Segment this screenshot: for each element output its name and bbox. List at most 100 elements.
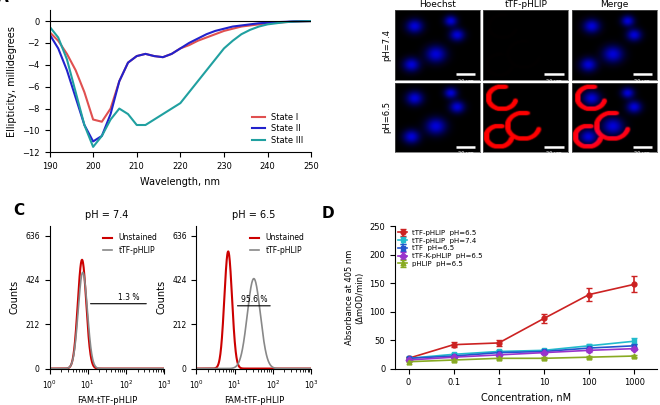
Unstained <box>213 365 220 370</box>
State III <box>124 112 132 117</box>
State I <box>211 32 219 36</box>
State I <box>115 79 123 84</box>
State III <box>220 46 228 51</box>
Y-axis label: Absorbance at 405 nm
(ΔmOD/min): Absorbance at 405 nm (ΔmOD/min) <box>345 250 364 345</box>
tTF-pHLIP <box>279 366 287 371</box>
State II <box>273 20 280 25</box>
State II <box>281 19 289 24</box>
X-axis label: FAM-tTF-pHLIP: FAM-tTF-pHLIP <box>77 396 137 405</box>
State II <box>168 51 176 56</box>
State III <box>176 101 184 106</box>
Unstained <box>75 282 83 287</box>
Unstained <box>122 366 130 371</box>
Line: State II: State II <box>50 21 312 141</box>
State I <box>229 26 237 31</box>
State I <box>46 30 53 34</box>
State III <box>273 21 280 26</box>
Unstained <box>46 366 53 371</box>
State III <box>168 106 176 111</box>
tTF-pHLIP <box>249 276 257 281</box>
Text: 95.6 %: 95.6 % <box>242 294 268 304</box>
State III <box>308 19 315 23</box>
tTF-pHLIP <box>46 366 53 371</box>
Unstained <box>132 366 140 371</box>
State II <box>176 46 184 51</box>
State II <box>89 139 97 144</box>
Line: tTF-pHLIP: tTF-pHLIP <box>197 279 312 369</box>
Line: tTF-pHLIP: tTF-pHLIP <box>50 272 164 369</box>
State III <box>89 145 97 149</box>
Unstained <box>308 366 315 371</box>
State I <box>107 106 115 111</box>
State II <box>124 60 132 65</box>
Text: 20 μm: 20 μm <box>458 151 473 156</box>
State III <box>238 32 246 36</box>
State I <box>263 21 271 26</box>
Y-axis label: Counts: Counts <box>10 280 20 315</box>
Legend: Unstained, tTF-pHLIP: Unstained, tTF-pHLIP <box>100 230 160 258</box>
Unstained <box>114 366 121 371</box>
Unstained <box>66 364 74 369</box>
tTF-pHLIP <box>132 366 140 371</box>
tTF-pHLIP <box>308 366 315 371</box>
State II <box>203 32 211 36</box>
Line: Unstained: Unstained <box>50 260 164 369</box>
X-axis label: FAM-tTF-pHLIP: FAM-tTF-pHLIP <box>224 396 284 405</box>
State II <box>298 19 306 23</box>
State II <box>290 19 298 24</box>
State II <box>98 134 106 139</box>
State III <box>290 19 298 24</box>
State I <box>220 28 228 33</box>
tTF-pHLIP <box>122 366 130 371</box>
State II <box>159 55 167 60</box>
State III <box>150 117 158 122</box>
State III <box>54 35 62 40</box>
tTF-pHLIP <box>244 303 252 308</box>
tTF-pHLIP <box>66 364 74 369</box>
Text: 20 μm: 20 μm <box>546 151 562 156</box>
State III <box>98 134 106 139</box>
State I <box>124 60 132 65</box>
State III <box>281 20 289 25</box>
State I <box>98 119 106 124</box>
Legend: Unstained, tTF-pHLIP: Unstained, tTF-pHLIP <box>247 230 308 258</box>
Title: Hoechst: Hoechst <box>419 0 456 9</box>
State I <box>72 68 80 73</box>
State I <box>133 53 141 58</box>
State III <box>194 79 202 84</box>
tTF-pHLIP <box>222 366 230 371</box>
State II <box>246 22 254 27</box>
State III <box>107 117 115 122</box>
State III <box>141 123 149 128</box>
Y-axis label: Ellipticity, millidegrees: Ellipticity, millidegrees <box>7 26 16 136</box>
State III <box>185 90 193 95</box>
State I <box>176 46 184 51</box>
Y-axis label: Counts: Counts <box>156 280 166 315</box>
Line: State III: State III <box>50 21 312 147</box>
Text: C: C <box>13 203 24 218</box>
Text: A: A <box>0 0 9 4</box>
tTF-pHLIP <box>193 366 201 371</box>
Y-axis label: pH=6.5: pH=6.5 <box>381 102 391 134</box>
tTF-pHLIP <box>213 366 220 371</box>
State III <box>229 38 237 43</box>
State II <box>263 20 271 25</box>
Unstained <box>245 366 253 371</box>
Text: 20 μm: 20 μm <box>634 151 650 156</box>
State II <box>185 40 193 45</box>
Unstained <box>260 366 268 371</box>
Text: 1.3 %: 1.3 % <box>117 292 139 302</box>
Unstained <box>160 366 168 371</box>
State II <box>115 79 123 84</box>
State III <box>298 19 306 24</box>
State I <box>298 19 306 24</box>
State II <box>238 23 246 28</box>
State II <box>229 24 237 29</box>
Line: Unstained: Unstained <box>197 252 312 369</box>
Legend: tTF-pHLIP  pH=6.5, tTF-pHLIP  pH=7.4, tTF  pH=6.5, tTF-K-pHLIP  pH=6.5, pHLIP  p: tTF-pHLIP pH=6.5, tTF-pHLIP pH=7.4, tTF … <box>399 230 483 267</box>
State III <box>46 24 53 29</box>
State III <box>211 57 219 62</box>
X-axis label: Concentration, nM: Concentration, nM <box>480 393 571 403</box>
Y-axis label: pH=7.4: pH=7.4 <box>381 29 391 61</box>
tTF-pHLIP <box>160 366 168 371</box>
